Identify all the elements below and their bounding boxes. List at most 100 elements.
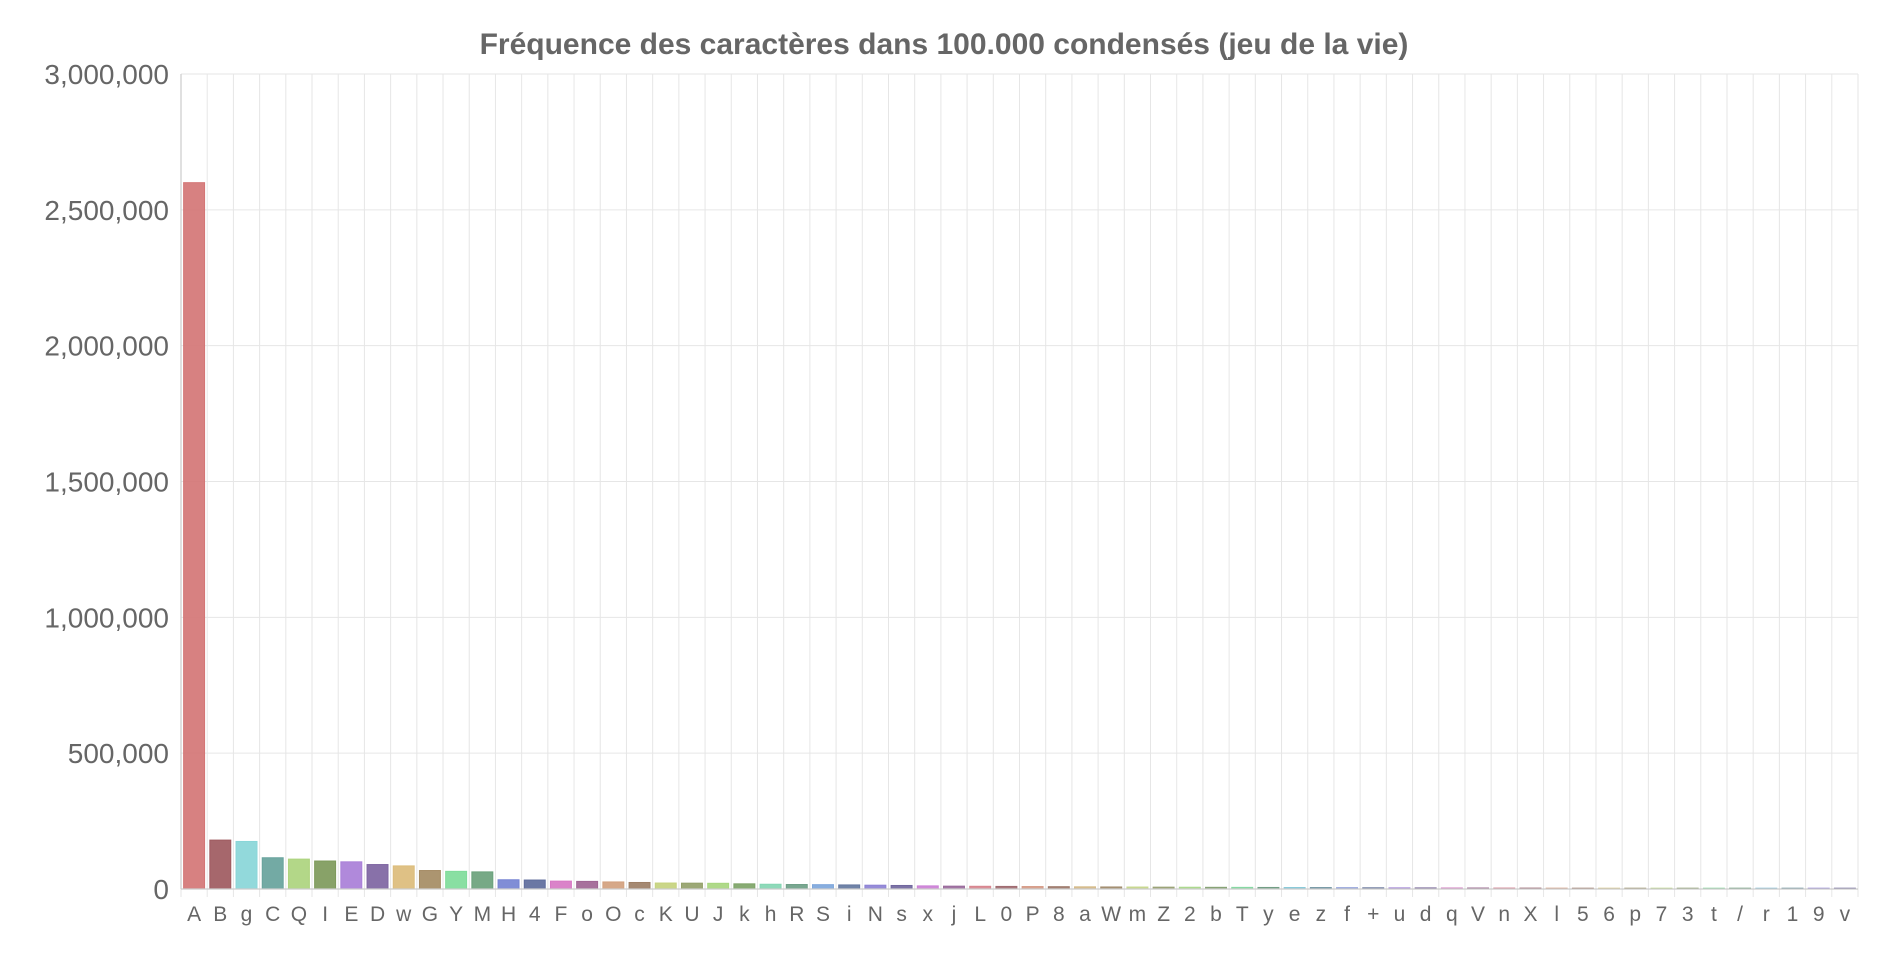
x-tick-label: z: [1316, 903, 1327, 926]
x-tick-label: x: [923, 903, 934, 926]
bar-M[interactable]: [471, 871, 494, 890]
x-tick-label: Q: [291, 903, 307, 926]
x-tick-label: E: [344, 903, 358, 926]
x-tick-label: K: [659, 903, 673, 926]
x-tick-label: r: [1763, 903, 1770, 926]
x-tick-label: P: [1026, 903, 1040, 926]
x-tick-label: 5: [1577, 903, 1589, 926]
bar-F[interactable]: [549, 880, 572, 890]
x-tick-label: f: [1344, 903, 1350, 926]
bar-w[interactable]: [392, 865, 415, 890]
x-tick-label: S: [816, 903, 830, 926]
x-tick-label: T: [1236, 903, 1249, 926]
x-tick-label: y: [1263, 903, 1274, 926]
x-tick-label: e: [1289, 903, 1301, 926]
y-tick-label: 2,500,000: [44, 195, 169, 226]
bar-K[interactable]: [654, 882, 677, 890]
x-tick-label: O: [605, 903, 621, 926]
bar-R[interactable]: [785, 884, 808, 890]
x-tick-label: D: [370, 903, 385, 926]
bar-c[interactable]: [628, 881, 651, 890]
x-tick-label: U: [684, 903, 699, 926]
x-tick-label: a: [1079, 903, 1091, 926]
x-tick-label: J: [713, 903, 724, 926]
x-tick-label: V: [1471, 903, 1485, 926]
x-tick-label: v: [1840, 903, 1851, 926]
x-tick-label: o: [581, 903, 593, 926]
x-tick-label: 0: [1001, 903, 1013, 926]
x-tick-label: q: [1446, 903, 1458, 926]
bar-D[interactable]: [366, 864, 389, 890]
axis-layer: [180, 74, 1858, 890]
x-tick-label: I: [322, 903, 328, 926]
y-tick-label: 3,000,000: [44, 59, 169, 90]
bar-I[interactable]: [314, 860, 337, 890]
y-axis-ticks: 0 500,000 1,000,000 1,500,000 2,000,000 2,500…: [44, 59, 169, 905]
bar-k[interactable]: [733, 883, 756, 890]
x-tick-label: p: [1629, 903, 1641, 926]
bar-H[interactable]: [497, 879, 520, 890]
x-tick-label: X: [1523, 903, 1537, 926]
x-tick-label: g: [241, 903, 253, 926]
x-tick-label: 1: [1787, 903, 1799, 926]
x-tick-label: 3: [1682, 903, 1694, 926]
x-tick-label: F: [555, 903, 568, 926]
x-tick-label: G: [422, 903, 438, 926]
x-tick-label: /: [1737, 903, 1743, 926]
bar-Y[interactable]: [445, 870, 468, 890]
x-tick-label: s: [896, 903, 907, 926]
x-tick-label: L: [974, 903, 986, 926]
x-tick-label: b: [1210, 903, 1222, 926]
x-tick-label: +: [1367, 903, 1379, 926]
x-tick-label: h: [765, 903, 777, 926]
x-tick-label: C: [265, 903, 280, 926]
x-tick-label: B: [213, 903, 227, 926]
chart-title: Fréquence des caractères dans 100.000 co…: [480, 28, 1409, 61]
x-tick-label: 6: [1603, 903, 1615, 926]
bar-A[interactable]: [183, 182, 206, 890]
x-tick-label: k: [739, 903, 750, 926]
y-tick-label: 2,000,000: [44, 331, 169, 362]
bar-O[interactable]: [602, 881, 625, 890]
bar-4[interactable]: [523, 879, 546, 890]
bar-Q[interactable]: [287, 858, 310, 890]
bar-E[interactable]: [340, 861, 363, 890]
x-tick-label: m: [1129, 903, 1147, 926]
x-tick-label: 4: [529, 903, 541, 926]
bar-B[interactable]: [209, 839, 232, 890]
x-tick-label: d: [1420, 903, 1432, 926]
x-tick-label: R: [789, 903, 804, 926]
x-tick-label: t: [1711, 903, 1717, 926]
bar-J[interactable]: [707, 882, 730, 890]
bar-o[interactable]: [576, 880, 599, 890]
x-tick-label: Z: [1157, 903, 1170, 926]
x-tick-label: A: [187, 903, 201, 926]
y-tick-label: 1,000,000: [44, 602, 169, 633]
x-tick-label: c: [634, 903, 645, 926]
x-tick-label: 7: [1656, 903, 1668, 926]
bar-G[interactable]: [418, 870, 441, 890]
x-tick-label: i: [847, 903, 852, 926]
x-tick-label: j: [951, 903, 957, 926]
x-tick-label: N: [868, 903, 883, 926]
x-tick-label: Y: [449, 903, 463, 926]
y-tick-label: 500,000: [68, 738, 169, 769]
x-tick-label: H: [501, 903, 516, 926]
x-tick-label: l: [1554, 903, 1559, 926]
x-tick-label: n: [1498, 903, 1510, 926]
bar-S[interactable]: [811, 884, 834, 890]
grid-layer: [180, 73, 1859, 897]
bar-i[interactable]: [838, 884, 861, 890]
bar-g[interactable]: [235, 840, 258, 890]
x-tick-label: W: [1101, 903, 1121, 926]
bar-h[interactable]: [759, 883, 782, 890]
x-tick-label: 2: [1184, 903, 1196, 926]
bar-U[interactable]: [680, 882, 703, 890]
bar-C[interactable]: [261, 857, 284, 890]
y-tick-label: 1,500,000: [44, 467, 169, 498]
x-tick-label: 9: [1813, 903, 1825, 926]
x-tick-label: 8: [1053, 903, 1065, 926]
